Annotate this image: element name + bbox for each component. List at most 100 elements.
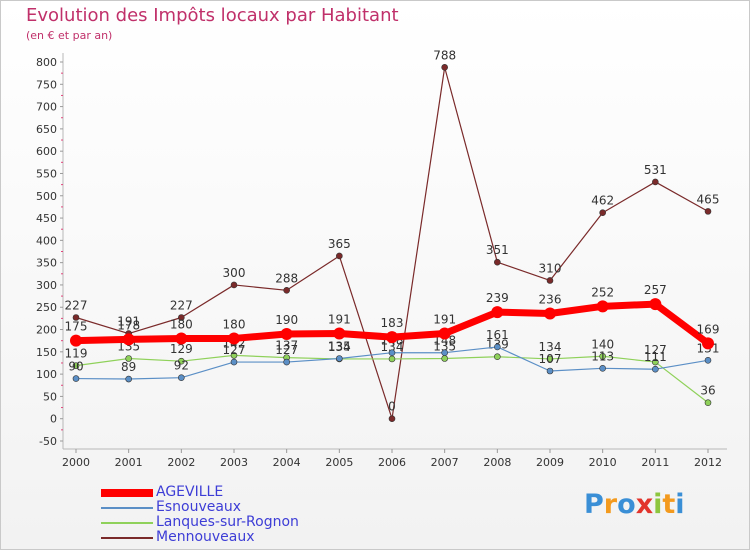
data-point <box>388 415 396 423</box>
data-label: 127 <box>223 343 246 357</box>
x-tick-label: 2008 <box>483 456 511 469</box>
y-tick-label: 600 <box>36 145 57 158</box>
data-point <box>491 306 504 319</box>
data-point <box>704 208 712 215</box>
logo-letter: P <box>584 489 604 520</box>
data-label: 365 <box>328 237 351 251</box>
data-label: 175 <box>65 320 88 334</box>
data-label: 135 <box>117 340 140 354</box>
data-label: 183 <box>381 316 404 330</box>
x-tick-label: 2010 <box>589 456 617 469</box>
data-label: 135 <box>328 340 351 354</box>
legend-label: Lanques-sur-Rognon <box>156 514 299 530</box>
legend-swatch <box>101 522 153 524</box>
y-tick-label: 500 <box>36 190 57 203</box>
data-point <box>388 355 396 363</box>
data-point <box>544 307 556 320</box>
data-label: 788 <box>433 48 456 62</box>
y-tick-label: 100 <box>36 368 57 381</box>
data-label: 351 <box>486 243 509 257</box>
x-tick-label: 2001 <box>115 456 143 469</box>
data-label: 180 <box>223 317 246 331</box>
data-label: 288 <box>275 271 298 285</box>
data-point <box>494 353 501 361</box>
series-line <box>75 66 709 420</box>
logo-letter: i <box>653 489 663 520</box>
data-label: 137 <box>275 339 298 353</box>
data-label: 191 <box>328 313 351 327</box>
data-point <box>178 374 185 381</box>
data-point <box>546 355 554 363</box>
data-label: 252 <box>591 285 614 299</box>
data-point <box>280 327 293 340</box>
logo-letter: o <box>617 489 636 520</box>
data-point <box>178 314 185 321</box>
data-point <box>546 367 554 375</box>
data-label: 36 <box>700 384 715 398</box>
data-label: 531 <box>644 163 667 177</box>
data-point <box>175 332 188 345</box>
data-point <box>652 365 659 373</box>
data-label: 140 <box>591 337 614 351</box>
data-label: 113 <box>591 349 614 363</box>
data-point <box>283 358 290 366</box>
data-label: 134 <box>539 340 562 354</box>
y-tick-label: 50 <box>43 390 57 403</box>
data-point <box>494 258 501 266</box>
data-label: 129 <box>170 342 193 356</box>
x-tick-label: 2009 <box>536 456 564 469</box>
legend-label: Esnouveaux <box>156 499 242 515</box>
data-point <box>228 332 240 345</box>
data-point <box>441 64 448 71</box>
legend-label: AGEVILLE <box>156 484 224 500</box>
x-tick-label: 2004 <box>273 456 301 469</box>
data-point <box>336 355 343 362</box>
data-label: 310 <box>539 261 562 275</box>
data-point <box>122 333 135 346</box>
data-label: 239 <box>486 291 509 305</box>
legend-label: Mennouveaux <box>156 529 255 545</box>
data-label: 191 <box>117 315 140 329</box>
x-tick-label: 2005 <box>325 456 353 469</box>
data-label: 191 <box>433 313 456 327</box>
x-tick-label: 2003 <box>220 456 248 469</box>
x-tick-label: 2012 <box>694 456 722 469</box>
x-tick-label: 2006 <box>378 456 406 469</box>
data-point <box>704 356 712 364</box>
data-label: 169 <box>697 322 720 336</box>
proxiti-logo[interactable]: Proxiti <box>584 489 685 520</box>
data-point <box>599 209 606 217</box>
data-point <box>283 286 290 294</box>
data-point <box>72 314 80 321</box>
x-tick-label: 2011 <box>641 456 669 469</box>
y-tick-label: 650 <box>36 123 57 136</box>
data-point <box>230 281 238 289</box>
logo-letter: i <box>675 489 685 520</box>
y-tick-label: 400 <box>36 234 57 247</box>
data-point <box>388 349 396 357</box>
legend-swatch <box>101 489 153 497</box>
data-label: 135 <box>433 340 456 354</box>
y-tick-label: 450 <box>36 212 57 225</box>
y-tick-label: 250 <box>36 301 57 314</box>
data-label: 227 <box>65 298 88 312</box>
y-tick-label: 0 <box>50 413 57 426</box>
data-point <box>599 352 606 360</box>
y-tick-label: 800 <box>36 56 57 69</box>
data-label: 107 <box>539 352 562 366</box>
y-tick-label: 350 <box>36 257 57 270</box>
data-point <box>125 375 132 383</box>
data-label: 257 <box>644 283 667 297</box>
legend-swatch <box>101 507 153 509</box>
y-tick-label: 150 <box>36 346 57 359</box>
data-point <box>230 352 238 359</box>
data-label: 227 <box>170 298 193 312</box>
data-label: 462 <box>591 194 614 208</box>
data-label: 178 <box>117 318 140 332</box>
data-label: 190 <box>275 313 298 327</box>
logo-letter: x <box>635 489 654 520</box>
data-point <box>441 355 448 362</box>
chart-title: Evolution des Impôts locaux par Habitant <box>26 5 399 26</box>
